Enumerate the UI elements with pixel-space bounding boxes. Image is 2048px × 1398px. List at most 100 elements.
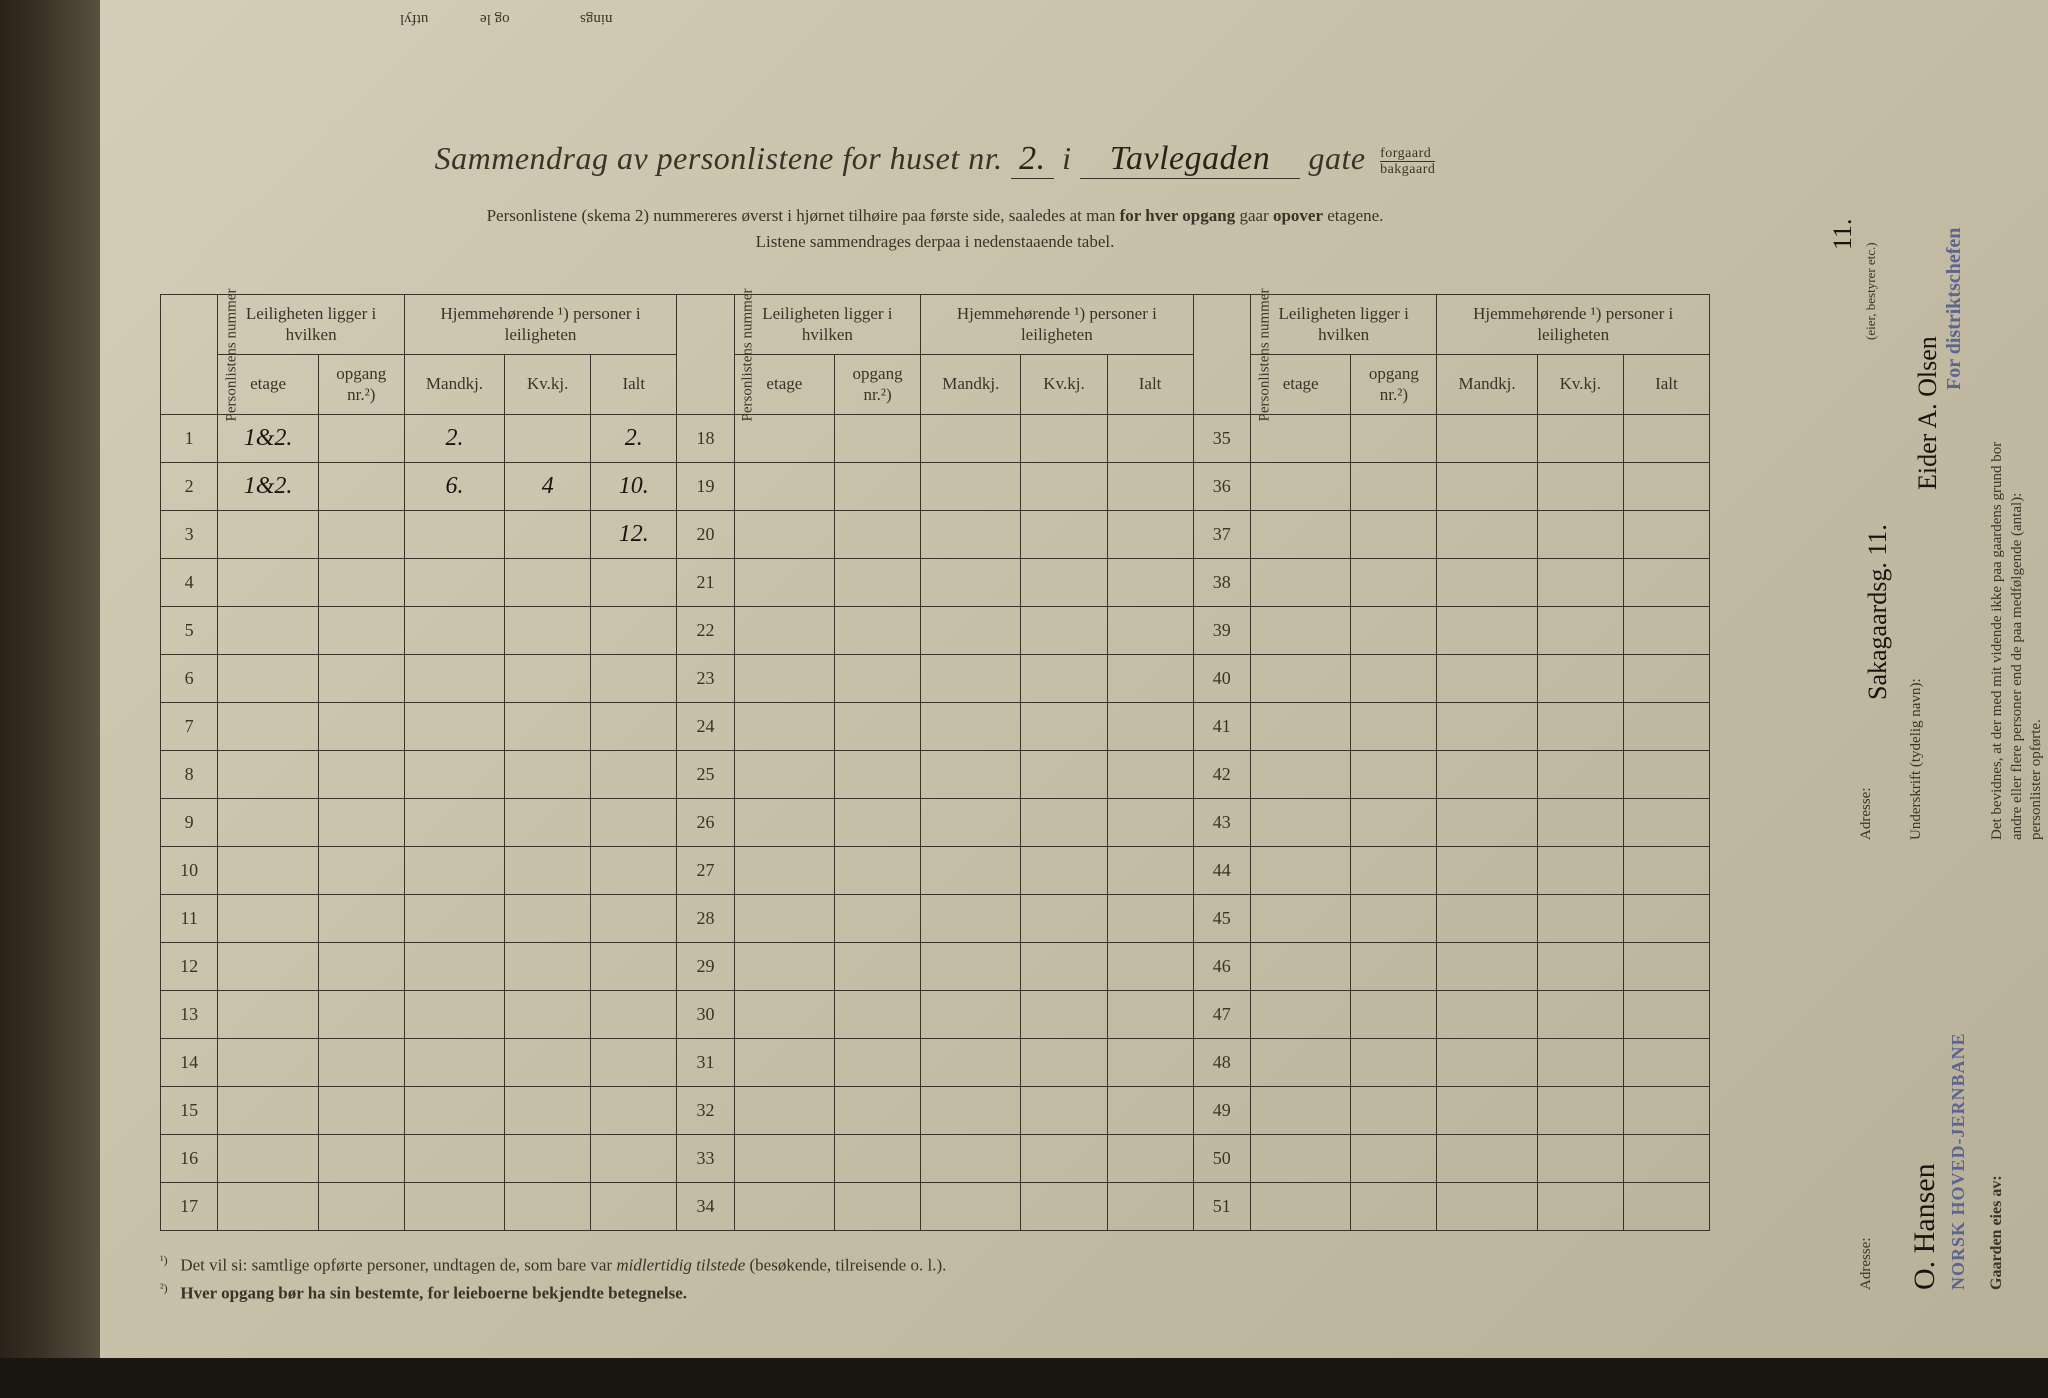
- form-title: Sammendrag av personlistene for huset nr…: [160, 140, 1710, 179]
- stamp-distriktschefen: For distriktschefen: [1943, 228, 1966, 390]
- cell-ialt: [1623, 943, 1709, 991]
- title-suffix: gate: [1309, 140, 1366, 176]
- title-middle: i: [1062, 140, 1071, 176]
- cell-etage: [218, 943, 318, 991]
- cell-ialt: [1107, 703, 1193, 751]
- row-num-1: 6: [161, 655, 218, 703]
- cell-opgang: [318, 1135, 404, 1183]
- cell-kvkj: [505, 1183, 591, 1231]
- cell-kvkj: [1537, 895, 1623, 943]
- row-num-3: 44: [1193, 847, 1250, 895]
- cell-kvkj: [505, 1135, 591, 1183]
- row-num-3: 41: [1193, 703, 1250, 751]
- cell-etage: [734, 847, 834, 895]
- table-row: 82542: [161, 751, 1710, 799]
- cell-opgang: [1351, 1183, 1437, 1231]
- cell-ialt: [591, 1087, 677, 1135]
- signature-2: O. Hansen: [1908, 1163, 1942, 1290]
- row-num-1: 4: [161, 559, 218, 607]
- footnote1-italic: midlertidig tilstede: [616, 1256, 745, 1275]
- cell-kvkj: [505, 1039, 591, 1087]
- cell-opgang: [318, 991, 404, 1039]
- header-ialt-2: Ialt: [1107, 355, 1193, 415]
- cell-mandkj: [404, 607, 504, 655]
- cell-mandkj: [1437, 1087, 1537, 1135]
- cell-mandkj: 6.: [404, 463, 504, 511]
- cell-etage: [218, 511, 318, 559]
- right-sidebar: Det bevidnes, at der med mit vidende ikk…: [1788, 140, 1988, 1290]
- cell-kvkj: [1537, 415, 1623, 463]
- row-num-2: 30: [677, 991, 734, 1039]
- cell-opgang: [1351, 799, 1437, 847]
- cell-mandkj: [1437, 511, 1537, 559]
- header-leiligheten-2: Leiligheten ligger i hvilken: [734, 295, 920, 355]
- header-kvkj-2: Kv.kj.: [1021, 355, 1107, 415]
- instr-line1climate-c: etagene.: [1327, 206, 1383, 225]
- cell-opgang: [835, 655, 921, 703]
- cell-etage: [734, 511, 834, 559]
- row-num-3: 39: [1193, 607, 1250, 655]
- cell-mandkj: [921, 415, 1021, 463]
- form-instructions: Personlistene (skema 2) nummereres øvers…: [160, 203, 1710, 254]
- cell-etage: [734, 1087, 834, 1135]
- cell-opgang: [835, 991, 921, 1039]
- top-edge-fragments: utfyl og le nings: [300, 10, 1500, 70]
- cell-kvkj: [1537, 751, 1623, 799]
- cell-etage: [734, 943, 834, 991]
- cell-kvkj: [1021, 943, 1107, 991]
- row-num-3: 42: [1193, 751, 1250, 799]
- cell-etage: [734, 799, 834, 847]
- row-num-1: 2: [161, 463, 218, 511]
- table-body: 11&2.2.2.183521&2.6.410.1936312.20374213…: [161, 415, 1710, 1231]
- census-form-paper: utfyl og le nings Sammendrag av personli…: [100, 0, 2048, 1358]
- cell-mandkj: [404, 895, 504, 943]
- cell-kvkj: [505, 1087, 591, 1135]
- cell-kvkj: [505, 607, 591, 655]
- cell-opgang: [835, 1087, 921, 1135]
- cell-etage: [1250, 943, 1350, 991]
- table-row: 312.2037: [161, 511, 1710, 559]
- cell-ialt: [1107, 1183, 1193, 1231]
- table-header: Personlistens nummer Leiligheten ligger …: [161, 295, 1710, 415]
- cell-ialt: [591, 1135, 677, 1183]
- row-num-3: 47: [1193, 991, 1250, 1039]
- cell-mandkj: [404, 511, 504, 559]
- cell-etage: [218, 655, 318, 703]
- cell-mandkj: [921, 655, 1021, 703]
- cell-ialt: [1107, 559, 1193, 607]
- cell-mandkj: [921, 895, 1021, 943]
- cell-kvkj: [1537, 799, 1623, 847]
- cell-kvkj: [1021, 703, 1107, 751]
- footnote1-text-b: (besøkende, tilreisende o. l.).: [750, 1256, 947, 1275]
- cell-ialt: [1107, 1135, 1193, 1183]
- row-num-3: 36: [1193, 463, 1250, 511]
- date-fragment: 11.: [1828, 218, 1858, 250]
- cell-etage: [734, 703, 834, 751]
- cell-mandkj: [1437, 463, 1537, 511]
- cell-etage: [734, 463, 834, 511]
- cell-opgang: [835, 1183, 921, 1231]
- cell-ialt: [1623, 799, 1709, 847]
- cell-kvkj: [1021, 511, 1107, 559]
- cell-mandkj: [1437, 1183, 1537, 1231]
- bevidnes-line3: personlister opførte.: [2027, 442, 2047, 840]
- cell-etage: [218, 607, 318, 655]
- instr-bold1: for hver opgang: [1120, 206, 1236, 225]
- cell-opgang: [835, 463, 921, 511]
- instr-line1-b: gaar: [1239, 206, 1273, 225]
- cell-opgang: [1351, 511, 1437, 559]
- cell-ialt: [1623, 415, 1709, 463]
- instr-line1-a: Personlistene (skema 2) nummereres øvers…: [487, 206, 1120, 225]
- header-personlistens-2: Personlistens nummer: [677, 295, 734, 415]
- row-num-3: 45: [1193, 895, 1250, 943]
- cell-etage: [218, 1135, 318, 1183]
- cell-kvkj: [1021, 895, 1107, 943]
- adresse-value: Sakagaardsg. 11.: [1863, 524, 1893, 700]
- cell-kvkj: [505, 751, 591, 799]
- cell-etage: 1&2.: [218, 415, 318, 463]
- cell-opgang: [318, 1039, 404, 1087]
- table-row: 122946: [161, 943, 1710, 991]
- table-row: 102744: [161, 847, 1710, 895]
- cell-mandkj: [1437, 607, 1537, 655]
- cell-kvkj: [1021, 655, 1107, 703]
